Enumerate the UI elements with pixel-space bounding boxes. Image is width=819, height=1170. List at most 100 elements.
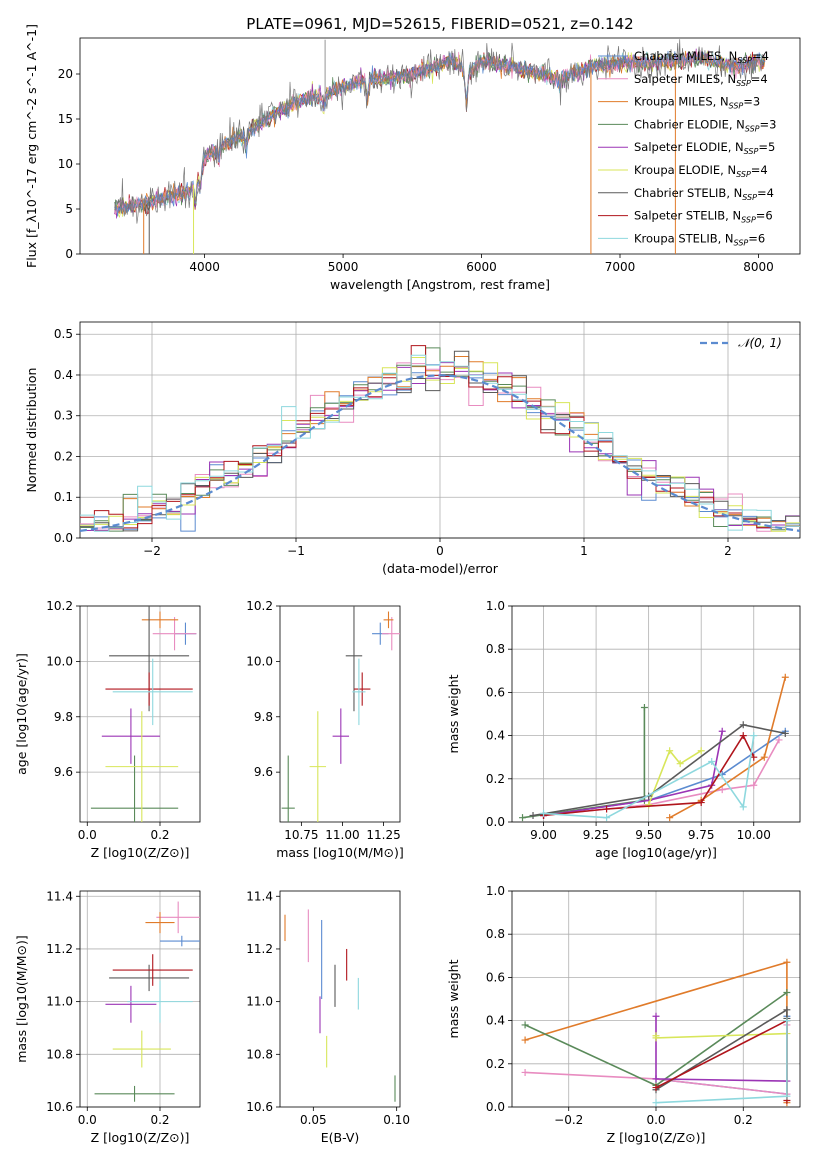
legend-label-3: Chabrier ELODIE, NSSP=3 [634,117,776,133]
weight-vs-Z-xtick-label-1: 0.0 [646,1113,665,1127]
weight-vs-age-ytick-label-3: 0.6 [486,685,505,699]
weight-vs-age-ytick-label-2: 0.4 [486,729,505,743]
weight-vs-age-marker-1-3 [750,781,758,789]
age-vs-mass-ytick-label-3: 10.2 [246,599,273,613]
age-vs-mass-point-4 [332,708,350,764]
legend-label-8: Kroupa STELIB, NSSP=6 [634,231,765,247]
legend-label-7: Salpeter STELIB, NSSP=6 [634,209,773,225]
weight-vs-Z-xlabel: Z [log10(Z/Z⊙)] [607,1130,706,1145]
weight-vs-age-marker-7-3 [739,732,747,740]
weight-vs-Z-ytick-label-2: 0.4 [486,1014,505,1028]
mass-vs-Z-point-3 [94,1085,175,1102]
weight-vs-age-xlabel: age [log10(age/yr)] [595,845,717,860]
mass-vs-Z-ytick-label-4: 11.4 [46,889,73,903]
spectrum-ytick-label-0: 0 [65,247,73,261]
weight-vs-age-xtick-label-3: 9.75 [688,828,715,842]
weight-vs-age-marker-1-4 [775,736,783,744]
weight-vs-age-marker-2-3 [781,673,789,681]
spectrum-ytick-label-4: 20 [58,67,73,81]
residuals-ytick-label-4: 0.4 [54,368,73,382]
spectrum-xlabel: wavelength [Angstrom, rest frame] [330,277,550,292]
mass-vs-EBV-ytick-label-3: 11.2 [246,942,273,956]
age-vs-Z-point-4 [101,708,160,764]
mass-vs-Z-ytick-label-3: 11.2 [46,942,73,956]
age-vs-mass-point-6 [345,606,363,712]
residual-hist-8 [80,354,800,532]
residuals-xlabel: (data-model)/error [382,561,499,576]
gaussian-legend-label: 𝒩(0, 1) [738,336,782,350]
legend-label-6: Chabrier STELIB, NSSP=4 [634,186,774,202]
age-vs-mass-frame [279,605,401,823]
residuals-xtick-label-4: 2 [724,544,732,558]
weight-vs-Z-marker-2-1 [783,958,791,966]
age-vs-mass-xtick-label-0: 10.75 [284,828,318,842]
weight-vs-Z-ytick-label-1: 0.2 [486,1057,505,1071]
weight-vs-age-marker-2-0 [666,814,674,822]
age-vs-mass-point-8 [352,658,366,726]
legend-label-1: Salpeter MILES, NSSP=4 [634,72,768,88]
residuals-ytick-label-2: 0.2 [54,449,73,463]
mass-vs-Z-xtick-label-0: 0.0 [78,1113,97,1127]
spectrum-data [114,39,766,224]
residuals-xtick-label-3: 1 [580,544,588,558]
weight-vs-Z-marker-8-2 [783,1017,791,1025]
age-vs-mass-point-7 [353,672,371,706]
residuals-xtick-label-0: −2 [143,544,161,558]
residuals-ytick-label-5: 0.5 [54,327,73,341]
weight-vs-age-marker-4-3 [718,727,726,735]
age-vs-mass-xlabel: mass [log10(M/M⊙)] [276,845,404,860]
weight-vs-age-marker-8-1 [603,814,611,822]
weight-vs-age-xtick-label-2: 9.50 [635,828,662,842]
age-vs-Z-errorbars [90,606,197,822]
spectrum-ytick-label-2: 10 [58,157,73,171]
residual-hist-6 [80,350,800,532]
weight-vs-Z-marker-8-1 [783,1092,791,1100]
age-vs-Z-point-7 [105,672,193,706]
weight-vs-age-marker-7-1 [603,805,611,813]
mass-vs-Z-xtick-label-1: 0.2 [150,1113,169,1127]
age-vs-mass-point-1 [381,617,400,651]
age-vs-mass-errorbars [281,606,400,822]
age-vs-mass-xtick-label-1: 11.00 [325,828,359,842]
mass-vs-Z-xlabel: Z [log10(Z/Z⊙)] [91,1130,190,1145]
mass-vs-Z-point-5 [112,1030,171,1068]
mass-vs-Z-ytick-label-1: 10.8 [46,1047,73,1061]
spectrum-xtick-label-1: 5000 [328,260,359,274]
weight-vs-age-marker-6-2 [739,721,747,729]
figure-title: PLATE=0961, MJD=52615, FIBERID=0521, z=0… [246,15,633,33]
mass-vs-Z-point-8 [127,980,193,1023]
age-vs-Z-ytick-label-3: 10.2 [46,599,73,613]
weight-vs-Z-ytick-label-4: 0.8 [486,927,505,941]
weight-vs-Z-lines [521,958,791,1107]
weight-vs-Z-marker-1-0 [521,1068,529,1076]
mass-vs-EBV-ytick-label-2: 11.0 [246,995,273,1009]
age-vs-Z-xtick-label-1: 0.2 [150,828,169,842]
mass-vs-EBV-xtick-label-0: 0.05 [300,1113,327,1127]
age-vs-Z-xlabel: Z [log10(Z/Z⊙)] [91,845,190,860]
residuals-ylabel: Normed distribution [24,368,39,493]
age-vs-Z-axes: 0.0 0.2 9.6 9.8 10.0 10.2 Z [log10(Z/Z⊙)] age [… [14,599,201,860]
residual-hist-3 [80,347,800,532]
weight-vs-Z-marker-4-0 [652,1012,660,1020]
weight-vs-Z-marker-8-0 [652,1099,660,1107]
age-vs-mass-xtick-label-2: 11.25 [366,828,400,842]
weight-vs-age-ytick-label-5: 1.0 [486,599,505,613]
weight-vs-age-series-2 [669,677,787,819]
weight-vs-Z-ylabel: mass weight [446,959,461,1038]
residual-histograms [80,345,800,532]
mass-vs-Z-point-4 [105,985,157,1023]
age-vs-mass-ytick-label-0: 9.6 [254,765,273,779]
legend-label-0: Chabrier MILES, NSSP=4 [634,49,769,65]
spectrum-xtick-label-0: 4000 [189,260,220,274]
age-vs-Z-ylabel: age [log10(age/yr)] [14,653,29,775]
mass-vs-Z-ytick-label-0: 10.6 [46,1100,73,1114]
residuals-ytick-label-0: 0.0 [54,531,73,545]
weight-vs-age-marker-6-0 [529,812,537,820]
mass-vs-Z-point-1 [156,901,200,934]
mass-vs-EBV-ytick-label-4: 11.4 [246,889,273,903]
weight-vs-age-marker-6-3 [781,729,789,737]
weight-vs-age-xtick-label-0: 9.00 [530,828,557,842]
weight-vs-age-marker-8-3 [739,803,747,811]
weight-vs-age-xtick-label-4: 10.00 [737,828,771,842]
mass-vs-EBV-axes: 0.05 0.10 10.6 10.8 11.0 11.2 11.4 E(B-V) [246,889,410,1145]
